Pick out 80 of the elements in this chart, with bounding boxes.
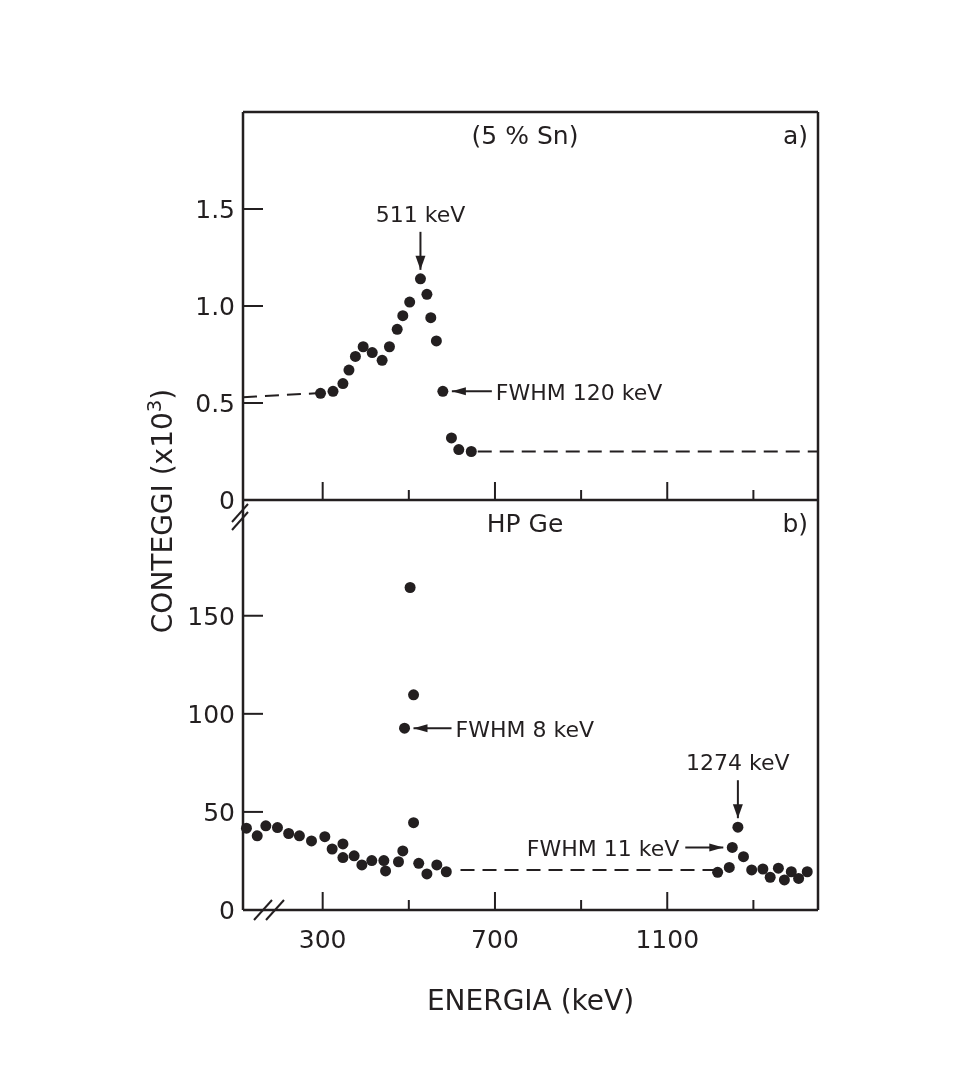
- point: [251, 830, 263, 842]
- point: [343, 364, 355, 376]
- point: [431, 859, 443, 871]
- y-tick-label: 0: [219, 896, 235, 925]
- y-tick-label: 100: [187, 699, 235, 729]
- point: [337, 838, 349, 850]
- point: [376, 354, 388, 366]
- point: [240, 822, 252, 834]
- point: [440, 866, 452, 878]
- point: [425, 312, 437, 324]
- point: [746, 864, 758, 876]
- point: [337, 852, 349, 864]
- point: [757, 863, 769, 875]
- point: [260, 820, 272, 832]
- point: [785, 866, 797, 878]
- chart-title: HP Ge: [486, 509, 564, 538]
- point: [737, 851, 749, 863]
- point: [723, 861, 735, 873]
- point: [397, 310, 409, 322]
- x-tick-label: 300: [298, 925, 347, 954]
- point: [271, 822, 283, 834]
- y-tick-label: 150: [187, 601, 235, 631]
- point: [283, 827, 295, 839]
- point: [726, 841, 738, 853]
- point: [772, 862, 784, 874]
- point: [437, 385, 449, 397]
- point: [356, 859, 368, 871]
- y-tick-label: 50: [203, 797, 235, 827]
- point: [408, 817, 420, 829]
- point: [326, 843, 338, 855]
- point: [357, 341, 369, 353]
- point: [392, 856, 404, 868]
- y-tick-label: 0: [219, 486, 235, 515]
- x-axis-title: ENERGIA (keV): [426, 984, 635, 1017]
- annotation: FWHM 8 keV: [455, 717, 594, 743]
- annotation: FWHM 11 keV: [526, 836, 680, 862]
- point: [337, 378, 349, 390]
- point: [408, 689, 420, 701]
- point: [383, 341, 395, 353]
- point: [366, 347, 378, 359]
- point: [793, 872, 805, 884]
- point: [397, 845, 409, 857]
- point: [764, 871, 776, 883]
- x-tick-label: 1100: [635, 925, 700, 954]
- point: [404, 296, 416, 308]
- point: [399, 722, 411, 734]
- point: [801, 866, 813, 878]
- point: [465, 446, 477, 457]
- point: [732, 821, 744, 833]
- point: [378, 855, 390, 867]
- point: [453, 444, 465, 456]
- point: [305, 835, 317, 847]
- y-tick-label: 1.5: [195, 195, 235, 224]
- point: [413, 857, 425, 869]
- y-tick-label: 0.5: [195, 389, 235, 418]
- annotation: a): [782, 121, 808, 150]
- point: [430, 335, 442, 347]
- point: [445, 432, 457, 444]
- chart-title: (5 % Sn): [471, 121, 579, 150]
- point: [315, 387, 327, 399]
- point: [293, 830, 305, 842]
- y-tick-label: 1.0: [195, 292, 235, 321]
- point: [421, 868, 433, 880]
- point: [404, 581, 416, 593]
- annotation: b): [782, 509, 808, 538]
- point: [319, 831, 331, 843]
- point: [380, 865, 392, 877]
- point: [391, 323, 403, 335]
- point: [778, 874, 790, 886]
- point: [421, 288, 433, 300]
- point: [414, 273, 426, 285]
- point: [348, 850, 360, 862]
- x-tick-label: 700: [471, 925, 519, 954]
- annotation: 1274 keV: [686, 750, 790, 776]
- point: [349, 350, 361, 362]
- point: [327, 385, 339, 397]
- point: [366, 855, 378, 867]
- point: [712, 866, 724, 878]
- annotation: 511 keV: [375, 201, 466, 227]
- annotation: FWHM 120 keV: [495, 380, 663, 406]
